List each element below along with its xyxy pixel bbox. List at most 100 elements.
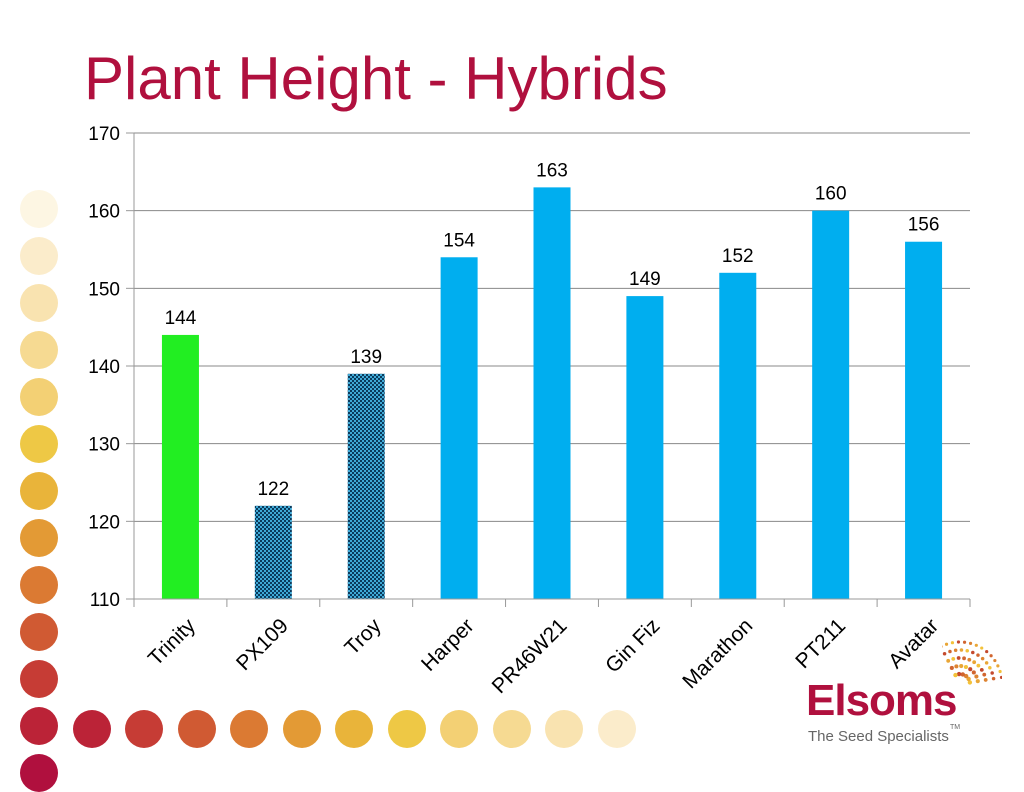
decorative-dot xyxy=(335,710,373,748)
decorative-dot xyxy=(20,519,58,557)
decorative-dot xyxy=(20,237,58,275)
bar-avatar xyxy=(905,241,943,599)
seed-dot xyxy=(963,664,968,670)
seed-dot xyxy=(956,656,961,660)
bar-value-label: 122 xyxy=(257,479,289,500)
bar-troy xyxy=(347,373,385,599)
bar-value-label: 144 xyxy=(165,308,197,329)
bar-harper xyxy=(440,257,478,599)
decorative-dot xyxy=(230,710,268,748)
seed-dot xyxy=(968,667,973,672)
seed-dot xyxy=(965,649,969,653)
x-tick-label: PX109 xyxy=(232,614,293,675)
decorative-dot xyxy=(597,710,636,748)
seed-dot xyxy=(960,672,965,677)
decorative-dot xyxy=(125,710,163,748)
y-tick-label: 110 xyxy=(90,590,120,611)
bar-value-label: 163 xyxy=(536,160,568,181)
seed-dot xyxy=(951,656,956,661)
seed-dot xyxy=(950,641,955,645)
seed-dot xyxy=(991,676,996,681)
decorative-dot xyxy=(177,710,216,748)
seed-burst-icon xyxy=(942,640,1002,685)
seed-dot xyxy=(972,660,977,665)
seed-dot xyxy=(968,641,973,645)
decorative-dot xyxy=(20,331,58,369)
seed-dot xyxy=(956,671,962,677)
seed-dot xyxy=(953,648,958,653)
seed-dot xyxy=(942,651,947,656)
bar-value-label: 156 xyxy=(908,215,940,236)
seed-dot xyxy=(946,658,951,663)
y-tick-label: 170 xyxy=(88,124,120,145)
logo-wordmark: Elsoms xyxy=(806,676,958,725)
y-tick-label: 130 xyxy=(88,435,120,456)
bar-chart: 110 120 130 140 150 160 170 144 122 139 154 163 149… xyxy=(88,124,971,698)
seed-dot xyxy=(983,678,988,682)
seed-dot xyxy=(990,671,994,675)
seed-dot xyxy=(993,658,997,663)
seed-dot xyxy=(976,663,981,668)
x-tick-label: PR46W21 xyxy=(488,614,572,698)
bar-value-label: 152 xyxy=(722,246,754,267)
bar-px109 xyxy=(254,505,292,599)
seed-dot xyxy=(944,642,949,646)
decorative-dot xyxy=(282,710,321,748)
seed-dot xyxy=(967,657,972,662)
elsoms-logo: Elsoms The Seed Specialists TM xyxy=(806,640,1002,750)
seed-dot xyxy=(979,667,984,672)
logo-tagline: The Seed Specialists xyxy=(808,728,949,745)
seed-dot xyxy=(963,673,969,679)
decorative-dot xyxy=(545,710,583,748)
seed-dot xyxy=(956,640,961,644)
seed-dot xyxy=(980,656,985,661)
y-tick-label: 140 xyxy=(88,357,120,378)
seed-dot xyxy=(999,675,1002,680)
seed-dot xyxy=(971,670,976,675)
bar-gin-fiz xyxy=(626,296,664,599)
decorative-dot xyxy=(492,710,531,748)
decorative-dot xyxy=(440,710,478,748)
decorative-dot xyxy=(20,566,58,604)
seed-dot xyxy=(962,640,967,644)
seed-dot xyxy=(984,661,989,665)
logo-trademark: TM xyxy=(950,724,961,731)
seed-dot xyxy=(959,663,964,669)
bar-marathon xyxy=(719,272,757,599)
seed-dot xyxy=(988,665,992,670)
seed-dot xyxy=(942,645,943,648)
decorative-dot xyxy=(20,660,58,698)
decorative-dot xyxy=(20,707,58,745)
bar-pr46w21 xyxy=(533,187,571,599)
seed-dot xyxy=(967,680,973,685)
seed-dot xyxy=(985,649,989,654)
seed-dot xyxy=(975,679,980,684)
seed-dot xyxy=(959,648,964,652)
x-tick-label: Harper xyxy=(417,614,479,676)
x-tick-label: Marathon xyxy=(678,614,757,693)
seed-dot xyxy=(971,650,975,655)
bar-value-label: 149 xyxy=(629,269,661,290)
seed-dot xyxy=(982,672,987,677)
x-tick-label: Trinity xyxy=(144,614,200,670)
decorative-dot xyxy=(20,378,58,416)
slide-title: Plant Height - Hybrids xyxy=(84,45,668,112)
y-tick-label: 150 xyxy=(88,279,120,300)
seed-dot xyxy=(962,656,966,661)
seed-dot xyxy=(980,646,984,650)
decorative-dot xyxy=(20,472,58,510)
decorative-dot xyxy=(20,613,58,651)
seed-dot xyxy=(976,653,980,657)
bar-value-label: 160 xyxy=(815,184,847,205)
decorative-dot xyxy=(20,425,58,463)
seed-dot xyxy=(974,674,979,679)
bar-trinity xyxy=(161,334,199,599)
bar-value-label: 154 xyxy=(443,230,475,251)
seed-dot xyxy=(954,664,959,669)
x-tick-label: Gin Fiz xyxy=(601,614,664,677)
bar-value-label: 139 xyxy=(350,347,382,368)
seed-dot xyxy=(948,649,952,654)
decorative-dot xyxy=(20,190,58,228)
seed-dot xyxy=(953,672,958,678)
seed-dot xyxy=(949,665,954,671)
